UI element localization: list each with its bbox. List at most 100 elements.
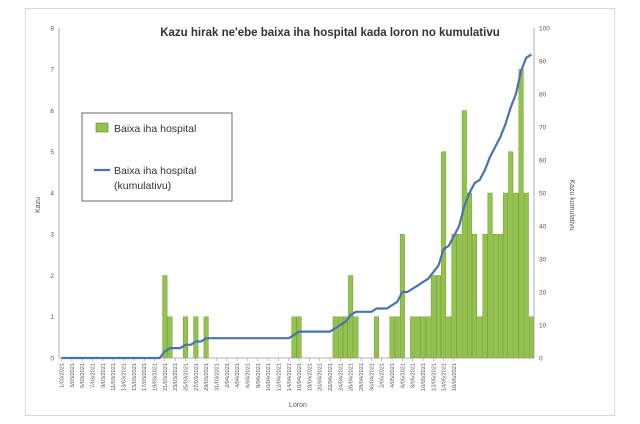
x-tick-label: 24/04/2021 <box>338 363 344 391</box>
bar <box>291 316 297 359</box>
x-tick-label: 9/03/2021 <box>101 363 107 388</box>
x-tick-label: 13/03/2021 <box>122 363 128 391</box>
bar <box>513 192 519 359</box>
y2-tick-label: 0 <box>539 355 543 362</box>
y-tick-label: 1 <box>50 314 54 321</box>
x-tick-label: 3/03/2021 <box>70 363 76 388</box>
x-tick-label: 11/03/2021 <box>111 363 117 391</box>
x-tick-label: 28/04/2021 <box>359 363 365 391</box>
y-tick-label: 4 <box>50 190 54 197</box>
x-tick-label: 21/03/2021 <box>163 363 169 391</box>
bar <box>497 234 503 359</box>
bar <box>523 192 529 359</box>
y-axis-ticks: 0 1 2 3 4 5 6 7 8 <box>50 25 54 362</box>
legend-bar-label: Baixa iha hospital <box>114 123 196 135</box>
x-tick-label: 16/04/2021 <box>297 363 303 391</box>
y2-tick-label: 100 <box>539 25 550 32</box>
y-axis-title: Kazu <box>35 197 42 213</box>
x-axis-title: Loron <box>289 402 307 409</box>
bar-series <box>162 69 534 359</box>
cumulative-line <box>61 53 533 360</box>
bar <box>162 275 168 359</box>
bar <box>461 110 467 359</box>
bar <box>410 316 416 359</box>
chart-frame: Kazu hirak ne'ebe baixa iha hospital kad… <box>25 8 615 416</box>
x-tick-label: 31/03/2021 <box>214 363 220 391</box>
bar <box>492 234 498 359</box>
bar <box>420 316 426 359</box>
x-tick-label: 14/04/2021 <box>287 363 293 391</box>
y2-tick-label: 90 <box>539 58 547 65</box>
y2-axis-ticks: 0 10 20 30 40 50 60 70 80 90 100 <box>539 25 550 362</box>
y2-tick-label: 20 <box>539 289 547 296</box>
y-tick-label: 0 <box>50 355 54 362</box>
y2-axis-title: Kazu kumulativu <box>568 179 575 230</box>
x-tick-label: 27/03/2021 <box>194 363 200 391</box>
bar <box>394 316 400 359</box>
y2-tick-label: 40 <box>539 223 547 230</box>
bar <box>528 316 534 359</box>
bar <box>193 316 199 359</box>
x-tick-label: 4/04/2021 <box>235 363 241 388</box>
legend-line-label-part: (kumulativu) <box>114 180 171 192</box>
y-tick-label: 7 <box>50 67 54 74</box>
bar <box>503 192 509 359</box>
bar <box>467 192 472 359</box>
bar <box>430 275 436 359</box>
x-tick-label: 7/03/2021 <box>91 363 97 388</box>
bar <box>451 234 457 359</box>
x-tick-label: 5/03/2021 <box>80 363 86 388</box>
bar <box>296 316 302 359</box>
x-tick-label: 20/04/2021 <box>318 363 324 391</box>
x-tick-label: 1/03/2021 <box>60 363 66 388</box>
y2-tick-label: 70 <box>539 124 547 131</box>
legend: Baixa iha hospital Baixa iha hospital (ku… <box>81 112 233 202</box>
x-tick-label: 30/04/2021 <box>369 363 375 391</box>
bar <box>446 316 452 359</box>
x-tick-label: 2/04/2021 <box>225 363 231 388</box>
bar <box>477 316 483 359</box>
x-tick-label: 29/03/2021 <box>204 363 210 391</box>
x-tick-label: 8/04/2021 <box>256 363 262 388</box>
legend-bar-swatch <box>95 122 109 133</box>
x-tick-label: 12/05/2021 <box>431 363 437 391</box>
x-tick-label: 19/03/2021 <box>153 363 159 391</box>
y-tick-label: 8 <box>50 25 54 32</box>
bar <box>425 316 431 359</box>
x-tick-label: 26/04/2021 <box>349 363 355 391</box>
x-tick-label: 8/05/2021 <box>411 363 417 388</box>
x-tick-label: 12/04/2021 <box>276 363 282 391</box>
bar <box>353 316 359 359</box>
bar <box>472 234 478 359</box>
bar <box>518 69 524 359</box>
x-tick-label: 6/04/2021 <box>245 363 251 388</box>
chart: Kazu hirak ne'ebe baixa iha hospital kad… <box>35 25 575 409</box>
chart-title: Kazu hirak ne'ebe baixa iha hospital kad… <box>160 27 500 39</box>
bar <box>374 316 379 359</box>
bar <box>389 316 395 359</box>
y-tick-label: 5 <box>50 149 54 156</box>
y2-tick-label: 50 <box>539 190 547 197</box>
legend-line-label-part: Baixa iha hospital <box>114 165 196 177</box>
bar <box>508 151 514 359</box>
y2-tick-label: 80 <box>539 91 547 98</box>
x-tick-label: 17/03/2021 <box>142 363 148 391</box>
y-tick-label: 6 <box>50 108 54 115</box>
y-tick-label: 2 <box>50 273 54 280</box>
x-tick-label: 25/03/2021 <box>183 363 189 391</box>
x-tick-label: 23/03/2021 <box>173 363 179 391</box>
x-tick-label: 2/05/2021 <box>380 363 386 388</box>
y-tick-label: 3 <box>50 232 54 239</box>
x-tick-label: 10/04/2021 <box>266 363 272 391</box>
bar <box>415 316 421 359</box>
y2-tick-label: 30 <box>539 256 547 263</box>
x-tick-label: 14/05/2021 <box>442 363 448 391</box>
bar <box>167 316 173 359</box>
y2-tick-label: 60 <box>539 157 547 164</box>
bar <box>332 316 338 359</box>
bar <box>456 234 462 359</box>
y2-tick-label: 10 <box>539 322 547 329</box>
legend-line-label: Baixa iha hospital (kumulativu) <box>114 165 196 192</box>
bar <box>436 275 441 359</box>
x-axis-ticks: 1/03/2021 3/03/2021 5/03/2021 7/03/2021 9/03… <box>60 358 458 391</box>
